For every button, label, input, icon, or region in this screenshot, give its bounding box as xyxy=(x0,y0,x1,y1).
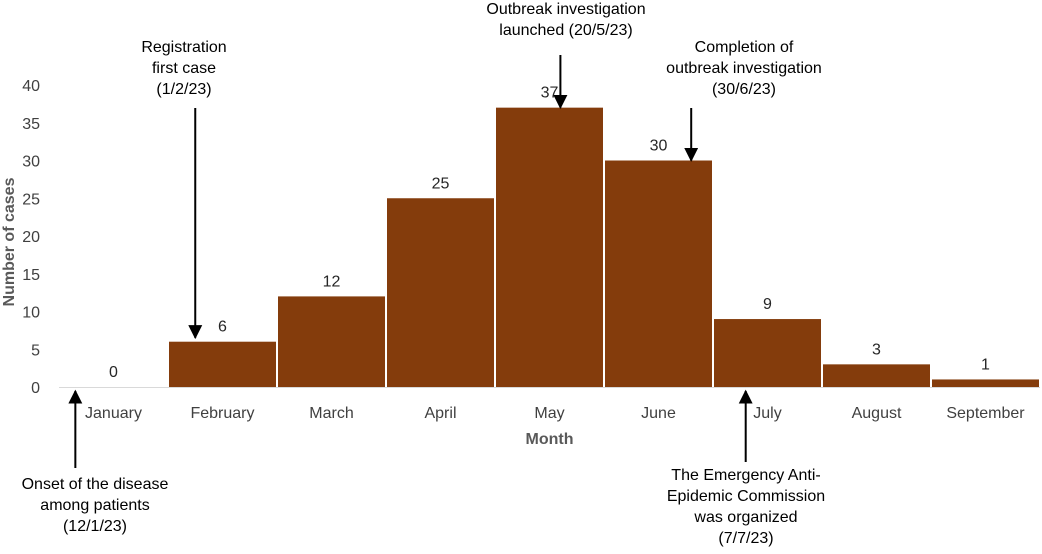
annotation: Outbreak investigation launched (20/5/23) xyxy=(486,1,646,110)
x-tick-label: July xyxy=(753,405,781,422)
y-tick-label: 40 xyxy=(22,78,40,95)
x-tick-label: June xyxy=(641,405,676,422)
annotation-text: Registration first case (1/2/23) xyxy=(141,39,226,98)
y-tick-label: 15 xyxy=(22,267,40,284)
x-tick-label: March xyxy=(309,405,353,422)
y-tick-label: 30 xyxy=(22,154,40,171)
annotation-text: Outbreak investigation launched (20/5/23) xyxy=(486,1,645,39)
bar xyxy=(387,198,494,387)
annotation-text: The Emergency Anti- Epidemic Commission wa… xyxy=(667,467,825,547)
data-label: 3 xyxy=(872,341,881,358)
y-tick-label: 25 xyxy=(22,191,40,208)
x-tick-label: January xyxy=(85,405,142,422)
annotation-line: Onset of the disease xyxy=(22,476,169,493)
data-label: 30 xyxy=(650,138,668,155)
annotation: Registration first case (1/2/23) xyxy=(141,39,227,340)
data-label: 6 xyxy=(218,319,227,336)
y-tick-label: 0 xyxy=(31,380,40,397)
bar xyxy=(823,364,930,387)
annotation-line: The Emergency Anti- xyxy=(671,467,820,484)
data-label: 25 xyxy=(432,175,450,192)
annotation: Completion of outbreak investigation (30/6… xyxy=(666,39,822,162)
data-label: 37 xyxy=(541,85,559,102)
x-tick-label: August xyxy=(852,405,902,422)
annotation-line: was organized xyxy=(693,509,797,526)
data-label: 12 xyxy=(323,273,341,290)
bar xyxy=(169,341,276,387)
y-tick-label: 20 xyxy=(22,229,40,246)
y-tick-label: 10 xyxy=(22,305,40,322)
annotation-line: Registration xyxy=(141,39,226,56)
x-axis-category-labels: January February March April May June July Augu… xyxy=(85,405,1025,422)
annotation: The Emergency Anti- Epidemic Commission wa… xyxy=(667,389,825,547)
bars xyxy=(169,107,1039,388)
bar xyxy=(932,379,1039,387)
annotation-line: Epidemic Commission xyxy=(667,488,825,505)
annotation-line: outbreak investigation xyxy=(666,60,822,77)
annotation-line: Completion of xyxy=(695,39,794,56)
x-tick-label: May xyxy=(534,405,564,422)
annotation-line: first case xyxy=(152,60,216,77)
annotation-text: Completion of outbreak investigation (30/6… xyxy=(666,39,822,98)
x-axis-title: Month xyxy=(526,431,574,448)
x-tick-label: February xyxy=(190,405,254,422)
annotation-line: (7/7/23) xyxy=(718,530,773,547)
annotation-line: (12/1/23) xyxy=(63,518,127,535)
annotation-line: among patients xyxy=(40,497,149,514)
annotations: Registration first case (1/2/23) Outbreak i… xyxy=(22,1,826,547)
bar xyxy=(714,319,821,387)
bar xyxy=(278,296,385,387)
y-tick-label: 5 xyxy=(31,342,40,359)
data-label: 0 xyxy=(109,364,118,381)
annotation-text: Onset of the disease among patients (12/1/… xyxy=(22,476,169,535)
y-axis-ticks: 0 5 10 15 20 25 30 35 40 xyxy=(22,78,40,397)
annotation-line: Outbreak investigation xyxy=(486,1,645,18)
annotation-line: (30/6/23) xyxy=(712,81,776,98)
data-label: 1 xyxy=(981,356,990,373)
bar xyxy=(496,107,603,388)
annotation-line: launched (20/5/23) xyxy=(499,22,632,39)
x-tick-label: April xyxy=(424,405,456,422)
annotation-line: (1/2/23) xyxy=(156,81,211,98)
x-tick-label: September xyxy=(946,405,1025,422)
bar xyxy=(605,160,712,387)
y-tick-label: 35 xyxy=(22,116,40,133)
y-axis-title: Number of cases xyxy=(1,177,18,306)
data-label: 9 xyxy=(763,296,772,313)
annotation: Onset of the disease among patients (12/1/… xyxy=(22,389,169,535)
